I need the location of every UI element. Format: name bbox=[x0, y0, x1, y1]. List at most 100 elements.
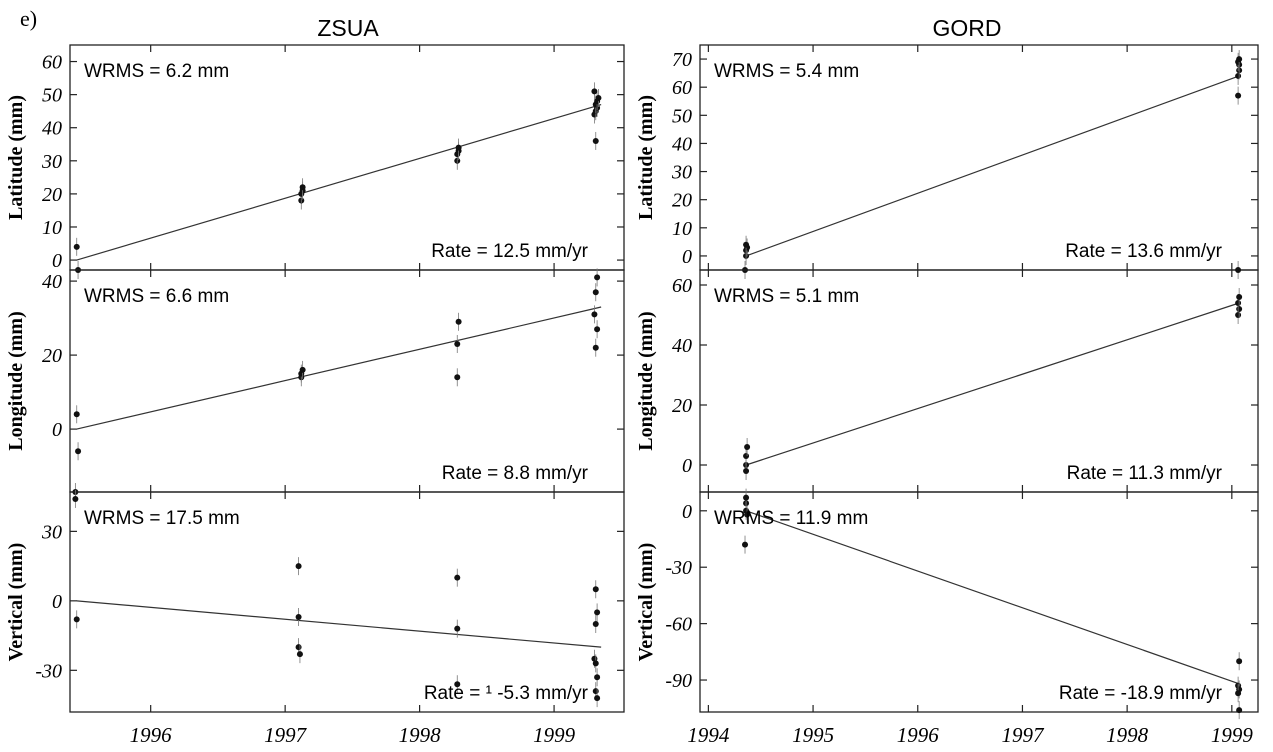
y-tick-label: 0 bbox=[682, 501, 692, 523]
data-point bbox=[743, 241, 750, 248]
rate-annotation: Rate = 12.5 mm/yr bbox=[431, 241, 588, 262]
data-point bbox=[594, 674, 601, 681]
trend-line bbox=[745, 510, 1240, 685]
y-axis-label: Longitude (mm) bbox=[5, 311, 27, 450]
rate-annotation: Rate = ¹ -5.3 mm/yr bbox=[424, 683, 589, 704]
x-tick-label: 1996 bbox=[897, 723, 940, 747]
data-point bbox=[295, 614, 302, 621]
data-point bbox=[1235, 267, 1242, 273]
data-point bbox=[744, 444, 751, 450]
wrms-annotation: WRMS = 5.4 mm bbox=[714, 61, 859, 82]
wrms-annotation: WRMS = 6.6 mm bbox=[84, 286, 229, 307]
y-tick-label: 40 bbox=[672, 133, 692, 155]
station-title-left: ZSUA bbox=[317, 15, 379, 41]
data-point bbox=[1235, 312, 1242, 318]
y-tick-label: 60 bbox=[42, 52, 62, 74]
x-tick-label: 1996 bbox=[130, 723, 173, 747]
y-tick-label: 60 bbox=[672, 275, 692, 297]
y-axis-label: Latitude (mm) bbox=[5, 95, 27, 220]
y-axis-label: Latitude (mm) bbox=[635, 95, 657, 220]
data-point bbox=[592, 586, 599, 593]
panel-gord-latitude: 0 10 20 30 40 50 60 70 Latitude (mm) WRMS = 5.4 m… bbox=[635, 44, 1259, 279]
panel-zsua-longitude: 0 20 40 Longitude (mm) WRMS = 6.6 mm Rate = 8… bbox=[5, 268, 625, 501]
rate-annotation: Rate = -18.9 mm/yr bbox=[1059, 683, 1223, 704]
y-tick-label: 20 bbox=[42, 184, 62, 206]
y-tick-label: 10 bbox=[672, 218, 692, 240]
x-tick-label: 1995 bbox=[792, 723, 834, 747]
y-tick-label: 20 bbox=[42, 345, 62, 367]
data-point bbox=[1236, 306, 1243, 312]
wrms-annotation: WRMS = 5.1 mm bbox=[714, 286, 859, 307]
wrms-annotation: WRMS = 11.9 mm bbox=[714, 508, 868, 529]
data-point bbox=[455, 144, 462, 151]
data-point bbox=[296, 651, 303, 658]
data-point bbox=[1236, 294, 1243, 300]
data-point bbox=[73, 411, 80, 418]
wrms-annotation: WRMS = 17.5 mm bbox=[84, 508, 240, 529]
y-axis-label: Vertical (mm) bbox=[635, 543, 657, 662]
panel-gord-longitude: 0 20 40 60 Longitude (mm) WRMS = 5.1 mm Rate =… bbox=[635, 261, 1259, 493]
data-point bbox=[744, 511, 751, 518]
rate-annotation: Rate = 11.3 mm/yr bbox=[1067, 463, 1223, 484]
panel-gord-vertical: 0 -30 -60 -90 1994 1995 1996 1997 1998 1999 Vertic… bbox=[635, 488, 1259, 747]
y-tick-label: 0 bbox=[52, 250, 62, 272]
data-point bbox=[592, 660, 599, 667]
y-tick-label: 30 bbox=[41, 521, 62, 543]
data-point bbox=[295, 563, 302, 570]
y-tick-label: 10 bbox=[42, 217, 62, 239]
rate-annotation: Rate = 8.8 mm/yr bbox=[442, 463, 589, 484]
data-point bbox=[299, 366, 306, 373]
y-tick-label: -30 bbox=[35, 660, 62, 682]
plot-frame bbox=[69, 491, 625, 713]
y-tick-label: 20 bbox=[672, 190, 692, 212]
data-point bbox=[592, 137, 599, 144]
data-point bbox=[1236, 707, 1243, 714]
data-point bbox=[743, 468, 750, 474]
y-tick-label: 50 bbox=[672, 105, 692, 127]
data-point bbox=[591, 311, 598, 318]
data-point bbox=[1235, 690, 1242, 697]
y-tick-label: -90 bbox=[665, 670, 692, 692]
data-point bbox=[73, 616, 80, 623]
data-point bbox=[595, 94, 602, 101]
trend-line bbox=[745, 75, 1240, 257]
y-tick-label: 70 bbox=[672, 49, 692, 71]
figure-label: e) bbox=[20, 6, 37, 31]
data-point bbox=[1235, 72, 1242, 79]
data-point bbox=[594, 274, 601, 281]
x-tick-label: 1999 bbox=[533, 723, 576, 747]
trend-line bbox=[76, 600, 602, 648]
trend-line bbox=[76, 103, 602, 261]
y-tick-label: 30 bbox=[671, 162, 692, 184]
x-tick-label: 1994 bbox=[687, 723, 730, 747]
data-point bbox=[591, 88, 598, 95]
panel-zsua-latitude: 0 10 20 30 40 50 60 Latitude (mm) WRMS = 6.2 mm R… bbox=[5, 44, 625, 279]
y-tick-label: 40 bbox=[672, 335, 692, 357]
y-tick-label: 20 bbox=[672, 395, 692, 417]
data-point bbox=[592, 688, 599, 695]
data-point bbox=[295, 644, 302, 651]
x-tick-label: 1998 bbox=[399, 723, 442, 747]
y-tick-label: -30 bbox=[665, 557, 692, 579]
data-point bbox=[75, 448, 82, 455]
data-point bbox=[299, 184, 306, 191]
data-point bbox=[594, 695, 601, 702]
y-tick-label: -60 bbox=[665, 614, 692, 636]
trend-line bbox=[745, 302, 1240, 466]
data-point bbox=[742, 541, 749, 548]
data-point bbox=[72, 495, 79, 502]
y-tick-label: 50 bbox=[42, 85, 62, 107]
y-tick-label: 0 bbox=[52, 419, 62, 441]
x-tick-label: 1998 bbox=[1106, 723, 1149, 747]
x-tick-label: 1997 bbox=[264, 723, 308, 747]
data-point bbox=[743, 494, 750, 501]
data-point bbox=[594, 326, 601, 333]
wrms-annotation: WRMS = 6.2 mm bbox=[84, 61, 229, 82]
rate-annotation: Rate = 13.6 mm/yr bbox=[1065, 241, 1222, 262]
y-axis-label: Longitude (mm) bbox=[635, 311, 657, 450]
data-point bbox=[594, 609, 601, 616]
y-tick-label: 0 bbox=[682, 246, 692, 268]
panel-zsua-vertical: -30 0 30 1996 1997 1998 1999 Vertical (mm) WRMS … bbox=[5, 489, 625, 747]
y-tick-label: 0 bbox=[52, 591, 62, 613]
